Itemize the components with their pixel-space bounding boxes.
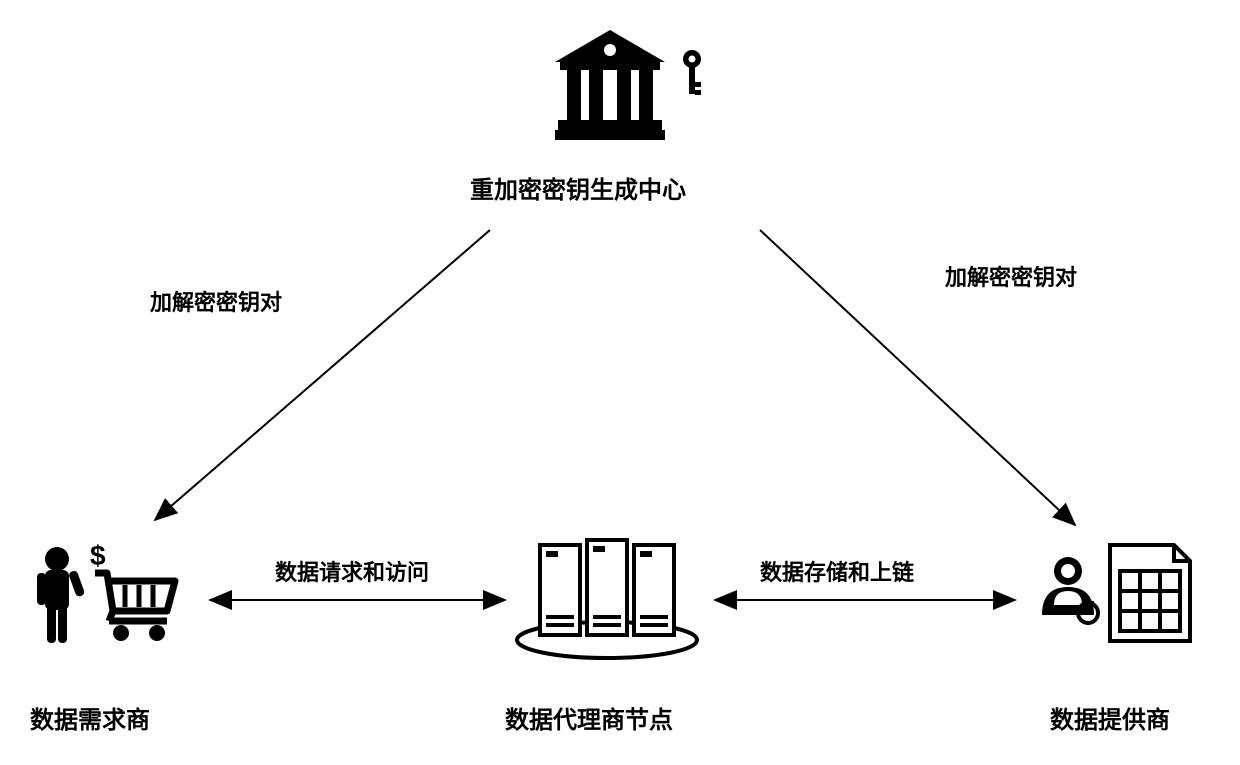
edge-label-keycenter-consumer: 加解密密钥对 — [150, 285, 282, 317]
consumer-label: 数据需求商 — [30, 700, 150, 735]
provider-label: 数据提供商 — [1050, 700, 1170, 735]
key-center-label: 重加密密钥生成中心 — [470, 170, 686, 205]
edge-label-keycenter-provider: 加解密密钥对 — [945, 260, 1077, 292]
provider-icon — [0, 0, 1240, 765]
diagram-container: $ — [0, 0, 1240, 765]
agent-label: 数据代理商节点 — [505, 700, 673, 735]
edge-label-consumer-agent: 数据请求和访问 — [275, 555, 429, 587]
edge-label-agent-provider: 数据存储和上链 — [760, 555, 914, 587]
